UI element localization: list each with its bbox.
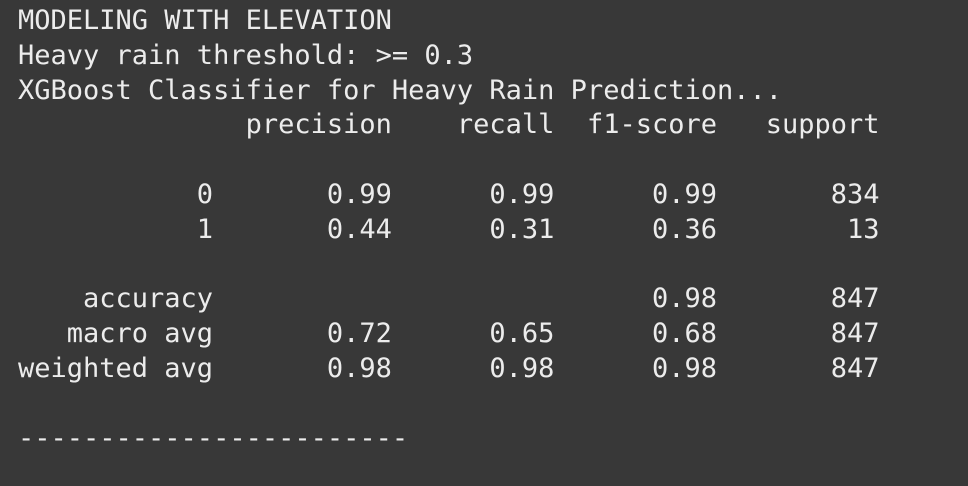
report-row-weighted-avg: weighted avg 0.98 0.98 0.98 847 <box>18 352 880 384</box>
report-row-accuracy: accuracy 0.98 847 <box>18 283 880 315</box>
model-line: XGBoost Classifier for Heavy Rain Predic… <box>18 74 783 106</box>
blank-line <box>18 143 968 178</box>
report-row-macro-avg: macro avg 0.72 0.65 0.68 847 <box>18 318 880 350</box>
separator-line: ------------------------ <box>18 422 409 454</box>
report-row-class-0: 0 0.99 0.99 0.99 834 <box>18 178 880 210</box>
blank-line <box>18 248 968 283</box>
threshold-line: Heavy rain threshold: >= 0.3 <box>18 39 474 71</box>
report-row-class-1: 1 0.44 0.31 0.36 13 <box>18 213 880 245</box>
blank-line <box>18 387 968 422</box>
output-heading: MODELING WITH ELEVATION <box>18 5 392 36</box>
report-header: precision recall f1-score support <box>18 109 880 141</box>
